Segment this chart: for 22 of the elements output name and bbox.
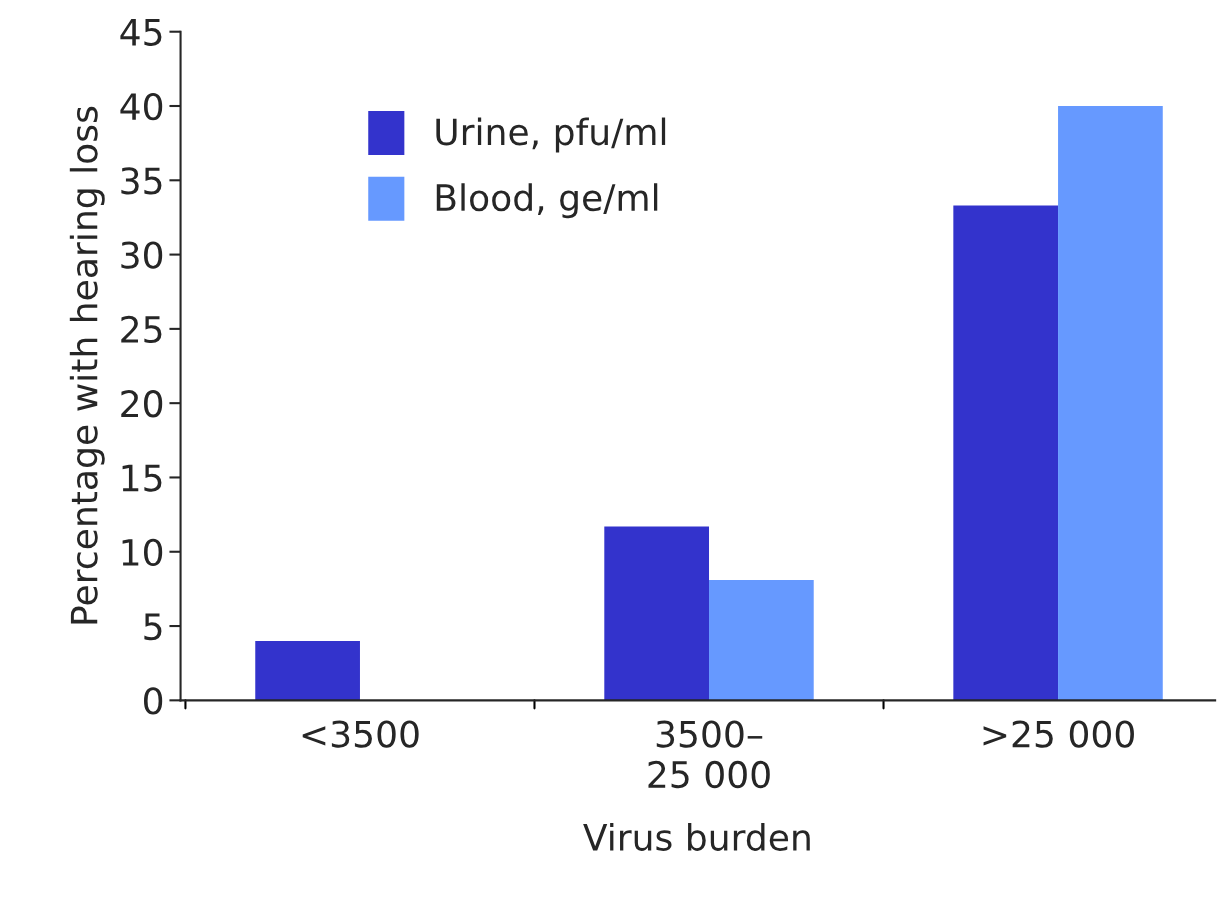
bar	[255, 640, 360, 701]
y-tick-label: 35	[121, 167, 162, 195]
y-tick-label: 0	[143, 687, 163, 715]
x-axis-title: Virus burden	[583, 822, 810, 851]
x-tick-label: <3500	[302, 720, 419, 748]
x-tick-label: >25 000	[983, 720, 1134, 748]
bar	[604, 526, 710, 701]
legend-label: Urine, pfu/ml	[436, 117, 666, 153]
y-tick-label: 10	[122, 538, 163, 566]
y-tick-label: 25	[121, 315, 162, 344]
bar	[709, 579, 814, 701]
y-tick-label: 30	[121, 241, 163, 269]
y-tick-label: 20	[121, 390, 163, 418]
legend-label: Blood, ge/ml	[436, 183, 658, 219]
bar	[953, 205, 1059, 701]
y-tick-label: 5	[144, 613, 162, 641]
y-tick-label: 15	[122, 464, 162, 492]
y-tick-label: 45	[120, 19, 162, 46]
bar	[1058, 106, 1163, 701]
y-tick-label: 40	[120, 92, 163, 121]
y-axis-title: Percentage with hearing loss	[69, 106, 105, 624]
x-tick-label: 3500– 25 000	[648, 720, 770, 789]
